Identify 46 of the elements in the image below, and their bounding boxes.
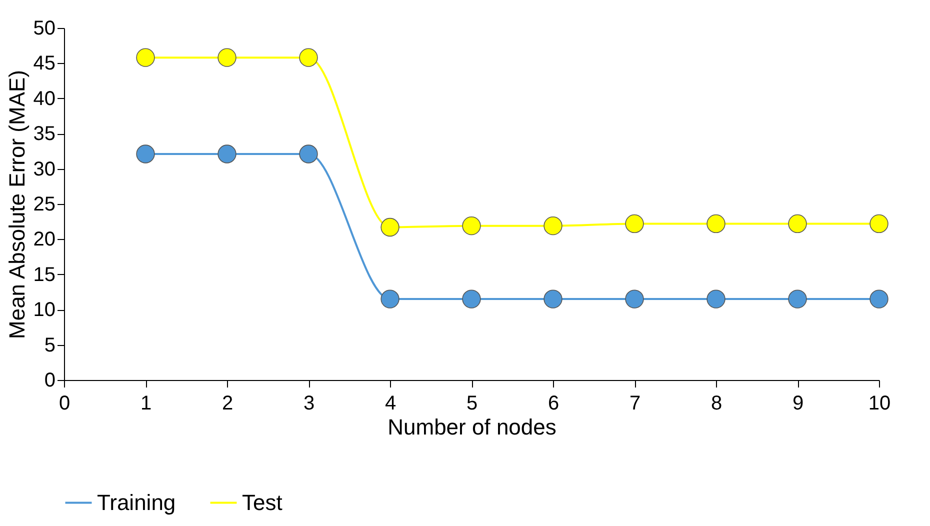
legend-label: Training xyxy=(97,490,176,515)
point xyxy=(870,214,888,234)
point xyxy=(625,290,644,308)
x-axis-title: Number of nodes xyxy=(388,414,556,440)
x-tick-label: 1 xyxy=(140,392,152,414)
point xyxy=(299,144,318,164)
point xyxy=(544,216,562,236)
point xyxy=(136,48,155,67)
x-tick-label: 8 xyxy=(710,392,722,414)
y-tick-label: 25 xyxy=(33,194,56,216)
point xyxy=(380,218,400,237)
y-tick-label: 20 xyxy=(33,228,56,251)
x-tick-label: 5 xyxy=(466,392,478,414)
y-tick-label: 30 xyxy=(33,158,56,180)
x-tick-label: 9 xyxy=(792,392,804,414)
y-tick-label: 35 xyxy=(33,123,56,146)
point xyxy=(544,290,562,308)
x-tick-label: 10 xyxy=(868,392,891,414)
y-axis-title: Mean Absolute Error (MAE) xyxy=(4,70,30,339)
point xyxy=(706,214,726,234)
legend-label: Test xyxy=(242,490,282,515)
y-tick-label: 10 xyxy=(33,299,56,322)
point xyxy=(218,48,236,67)
point xyxy=(706,290,726,308)
x-tick-label: 7 xyxy=(629,392,641,414)
point xyxy=(218,144,236,164)
x-tick-label: 4 xyxy=(384,392,396,414)
x-tick-label: 2 xyxy=(222,392,234,414)
y-tick-label: 40 xyxy=(33,88,56,110)
point xyxy=(299,48,318,67)
y-tick-label: 5 xyxy=(44,334,56,356)
point xyxy=(380,290,400,308)
x-tick-label: 0 xyxy=(58,392,70,414)
x-tick-label: 3 xyxy=(303,392,315,414)
y-tick-label: 0 xyxy=(44,370,56,392)
y-tick-label: 15 xyxy=(33,264,56,286)
point xyxy=(788,214,807,234)
point xyxy=(788,290,807,308)
point xyxy=(462,216,481,236)
x-tick-label: 6 xyxy=(548,392,560,414)
point xyxy=(625,214,644,234)
point xyxy=(870,290,888,308)
point xyxy=(462,290,481,308)
y-tick-label: 45 xyxy=(33,52,56,75)
point xyxy=(136,144,155,164)
y-tick-label: 50 xyxy=(33,18,56,40)
